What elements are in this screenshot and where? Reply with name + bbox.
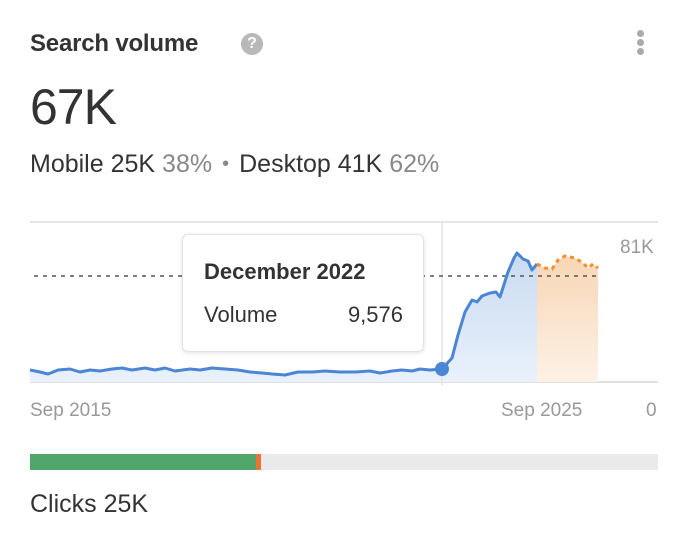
mobile-pct: 38% [162, 150, 213, 178]
clicks-bar-organic [30, 454, 256, 470]
vertical-ellipsis-icon[interactable] [634, 30, 646, 60]
desktop-pct: 62% [389, 150, 440, 178]
clicks-value: 25K [103, 490, 149, 518]
x-end-label: Sep 2025 [501, 400, 583, 421]
mobile-label: Mobile [30, 150, 104, 178]
question-circle-icon[interactable]: ? [241, 33, 263, 55]
forecast-line [536, 254, 599, 271]
tooltip-value: 9,576 [347, 302, 403, 327]
history-area [30, 253, 537, 382]
highlight-point [435, 362, 449, 376]
forecast-area [537, 256, 598, 382]
x-start-label: Sep 2015 [30, 400, 112, 421]
separator-dot: • [222, 153, 230, 175]
y-max-label: 81K [620, 237, 654, 258]
clicks-bar-paid [256, 454, 261, 470]
total-volume: 67K [30, 79, 117, 135]
tooltip-title: December 2022 [204, 259, 366, 284]
y-min-label: 0 [646, 400, 657, 421]
tooltip-label: Volume [204, 302, 278, 327]
clicks-bar [30, 454, 658, 470]
desktop-label: Desktop [239, 150, 331, 178]
clicks-label: Clicks [30, 490, 97, 518]
clicks-summary: Clicks 25K [30, 490, 148, 519]
mobile-value: 25K [110, 150, 156, 178]
history-line [29, 251, 539, 377]
device-split: Mobile 25K 38% • Desktop 41K 62% [30, 150, 439, 179]
chart-tooltip: December 2022 Volume 9,576 [182, 234, 424, 352]
desktop-value: 41K [337, 150, 383, 178]
widget-title: Search volume [30, 30, 199, 57]
